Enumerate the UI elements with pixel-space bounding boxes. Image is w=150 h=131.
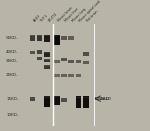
Bar — [44, 96, 50, 107]
Bar — [30, 35, 36, 41]
Bar — [83, 61, 89, 64]
Text: 40KD-: 40KD- — [6, 50, 19, 54]
Bar — [54, 35, 60, 36]
Bar — [54, 96, 60, 105]
Bar — [54, 74, 60, 77]
Bar — [44, 52, 50, 53]
Bar — [44, 96, 50, 97]
Text: Mouse liver: Mouse liver — [64, 7, 80, 23]
Bar — [54, 35, 60, 45]
Bar — [61, 98, 67, 102]
Bar — [54, 96, 60, 97]
Bar — [83, 96, 89, 108]
Bar — [44, 59, 50, 62]
Bar — [37, 35, 42, 41]
Bar — [61, 74, 67, 77]
Bar — [30, 35, 36, 36]
Bar — [44, 35, 50, 42]
Text: 15KD-: 15KD- — [6, 97, 19, 101]
Text: 10KD-: 10KD- — [6, 113, 19, 117]
Text: A549: A549 — [33, 14, 42, 23]
Text: Mouse lung: Mouse lung — [71, 7, 87, 23]
Bar — [68, 60, 74, 63]
Bar — [30, 51, 36, 54]
Bar — [76, 97, 81, 98]
Bar — [61, 58, 67, 61]
Text: THP-1: THP-1 — [39, 13, 49, 23]
Text: 25KD-: 25KD- — [6, 73, 19, 77]
Bar — [44, 35, 50, 36]
Bar — [44, 59, 50, 60]
Bar — [83, 97, 89, 98]
Bar — [68, 74, 74, 77]
Text: Mouse brain: Mouse brain — [57, 6, 74, 23]
Bar — [76, 74, 81, 77]
Bar — [44, 52, 50, 57]
Bar — [37, 50, 42, 54]
Bar — [37, 35, 42, 36]
Bar — [30, 97, 36, 101]
Text: 55KD-: 55KD- — [6, 36, 19, 40]
Text: Mouse spinal cord: Mouse spinal cord — [78, 0, 102, 23]
Text: NCALD: NCALD — [98, 97, 112, 101]
Text: NCALD: NCALD — [95, 97, 110, 101]
Text: BT-474: BT-474 — [47, 12, 58, 23]
Bar — [61, 36, 67, 40]
Text: Rat brain: Rat brain — [86, 9, 99, 23]
Bar — [54, 60, 60, 63]
Bar — [76, 60, 81, 63]
Bar — [44, 65, 50, 69]
Bar — [83, 52, 89, 56]
Bar — [68, 36, 74, 40]
Bar — [37, 57, 42, 60]
Text: 35KD-: 35KD- — [6, 59, 19, 63]
Bar — [76, 96, 81, 108]
